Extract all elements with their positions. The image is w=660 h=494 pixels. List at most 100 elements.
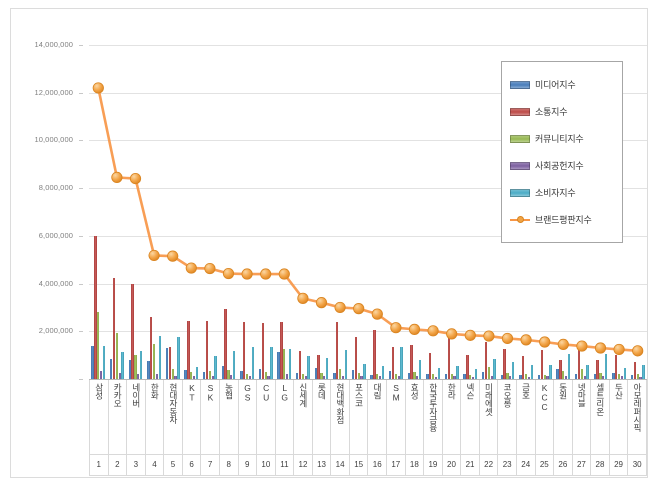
rank-label: 20 [441,454,462,476]
bar [527,376,531,379]
legend-label: 브랜드평판지수 [535,215,592,225]
bar-group [349,45,368,379]
legend-item[interactable]: 사회공헌지수 [510,152,622,179]
category-label: 아모레퍼시픽 [632,383,643,432]
bar [187,320,190,379]
bar [391,346,395,379]
legend-item[interactable]: 미디어지수 [510,71,622,98]
y-axis-tick-label: 10,000,000 [34,135,73,145]
rank-label: 25 [534,454,555,476]
legend-item[interactable]: 브랜드평판지수 [510,206,622,233]
bar [429,352,432,379]
bar [245,373,249,379]
bar [205,321,209,379]
category-cell: 두산 [608,380,629,455]
bar [307,356,310,379]
category-label: 대림 [372,383,383,400]
legend-item[interactable]: 소통지수 [510,98,622,125]
bar [376,373,379,379]
rank-label: 27 [571,454,592,476]
bar [140,350,143,379]
bar-group [387,45,406,379]
bar [224,308,227,379]
category-cell: 넷마블 [571,380,592,455]
rank-label: 26 [553,454,573,476]
bar [564,376,568,379]
rank-label: 18 [404,454,425,476]
bar [580,369,584,379]
category-label: 신세계 [298,383,309,408]
bar [344,349,347,379]
y-axis-tick-mark [79,92,83,94]
bar [615,354,618,379]
bar [522,355,525,379]
y-axis-tick-label: 2,000,000 [38,326,73,336]
y-axis-tick-mark [79,235,83,237]
bar-group [461,45,480,379]
bar-group [312,45,331,379]
bar [301,374,305,379]
rank-label: 10 [256,454,276,476]
bar [195,366,199,379]
bar [530,365,533,379]
bar [596,360,599,379]
bar [519,375,522,379]
category-label: KT [186,383,197,403]
category-cell: CU [256,380,276,455]
bar [466,354,469,379]
legend-item[interactable]: 소비자지수 [510,179,622,206]
bar-group [554,45,573,379]
category-cell: 농협 [218,380,239,455]
bar [110,359,113,379]
bar [469,374,472,379]
y-axis-tick-label: 8,000,000 [38,183,73,193]
bar-group [331,45,350,379]
category-cell: 동원 [553,380,573,455]
y-axis-tick-label: 14,000,000 [34,40,73,49]
bar [251,347,254,379]
bar [416,375,419,379]
bar [397,376,400,379]
bar [99,371,103,379]
bar [381,365,385,379]
bar [434,376,438,379]
category-label: 현대백화점 [335,383,346,424]
rank-label: 1 [89,454,109,476]
legend-color-swatch [510,80,530,89]
bar [583,376,586,379]
bar [370,375,373,379]
chart-frame: 14,000,000 12,000,000 10,000,000 8,000,000 6… [10,8,648,478]
rank-label: 13 [311,454,332,476]
bar-group [256,45,275,379]
rank-label: 8 [218,454,239,476]
bar [277,351,280,379]
category-label: 롯데 [316,383,327,400]
category-label: SK [205,383,216,403]
bar [338,368,342,379]
category-label: 한화 [149,383,160,400]
bar [91,346,94,379]
category-cell: 네이버 [126,380,146,455]
bar [543,374,546,379]
bar [208,371,212,379]
bar [233,351,236,379]
bar [450,374,453,379]
bar [261,323,264,379]
bar [567,354,571,379]
bar [248,375,252,379]
category-cell: 현대백화점 [330,380,350,455]
category-cell: 포스코 [348,380,369,455]
legend-color-swatch [510,107,530,116]
bar [174,375,177,379]
category-cell: 코오롱 [497,380,517,455]
category-cell: 대림 [367,380,387,455]
bar [463,374,466,379]
bar [471,376,475,379]
bar [575,374,578,379]
legend-item[interactable]: 커뮤니티지수 [510,125,622,152]
bar [394,374,398,379]
bar [407,372,410,379]
bar [419,359,422,379]
bar [602,376,605,379]
category-label: 한라 [446,383,457,400]
